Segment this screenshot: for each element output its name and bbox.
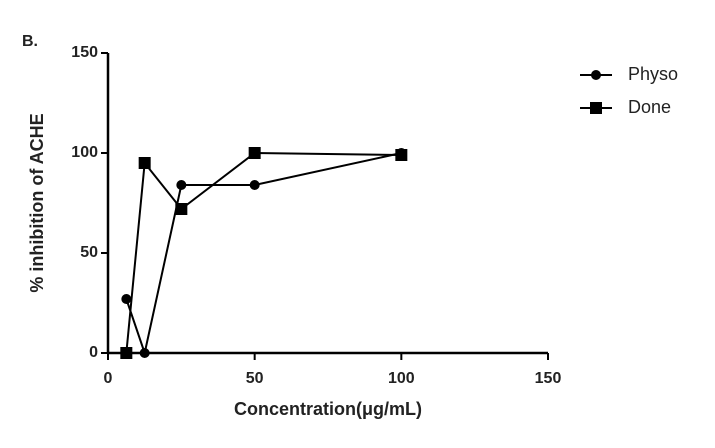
data-point xyxy=(175,203,188,215)
x-tick-label: 0 xyxy=(104,370,113,387)
data-point xyxy=(248,147,261,159)
y-tick-label: 100 xyxy=(71,144,98,161)
legend-marker xyxy=(590,102,602,114)
x-tick-label: 50 xyxy=(246,370,264,387)
x-axis-label: Concentration(μg/mL) xyxy=(234,399,422,419)
data-point xyxy=(121,294,132,304)
legend-label: Done xyxy=(628,97,671,117)
legend-label: Physo xyxy=(628,64,678,84)
y-tick-label: 50 xyxy=(80,244,98,261)
data-point xyxy=(395,149,408,161)
y-tick-label: 150 xyxy=(71,44,98,61)
data-point xyxy=(138,157,151,169)
x-tick-label: 100 xyxy=(388,370,415,387)
series-line xyxy=(125,152,402,357)
data-point xyxy=(139,348,150,358)
y-tick-label: 0 xyxy=(89,344,98,361)
data-point xyxy=(249,180,260,190)
x-tick-label: 150 xyxy=(535,370,562,387)
y-axis-label: % inhibition of ACHE xyxy=(27,113,47,292)
data-point xyxy=(176,180,187,190)
panel-label: B. xyxy=(22,33,38,50)
data-point xyxy=(120,347,133,359)
legend-marker xyxy=(591,70,601,80)
